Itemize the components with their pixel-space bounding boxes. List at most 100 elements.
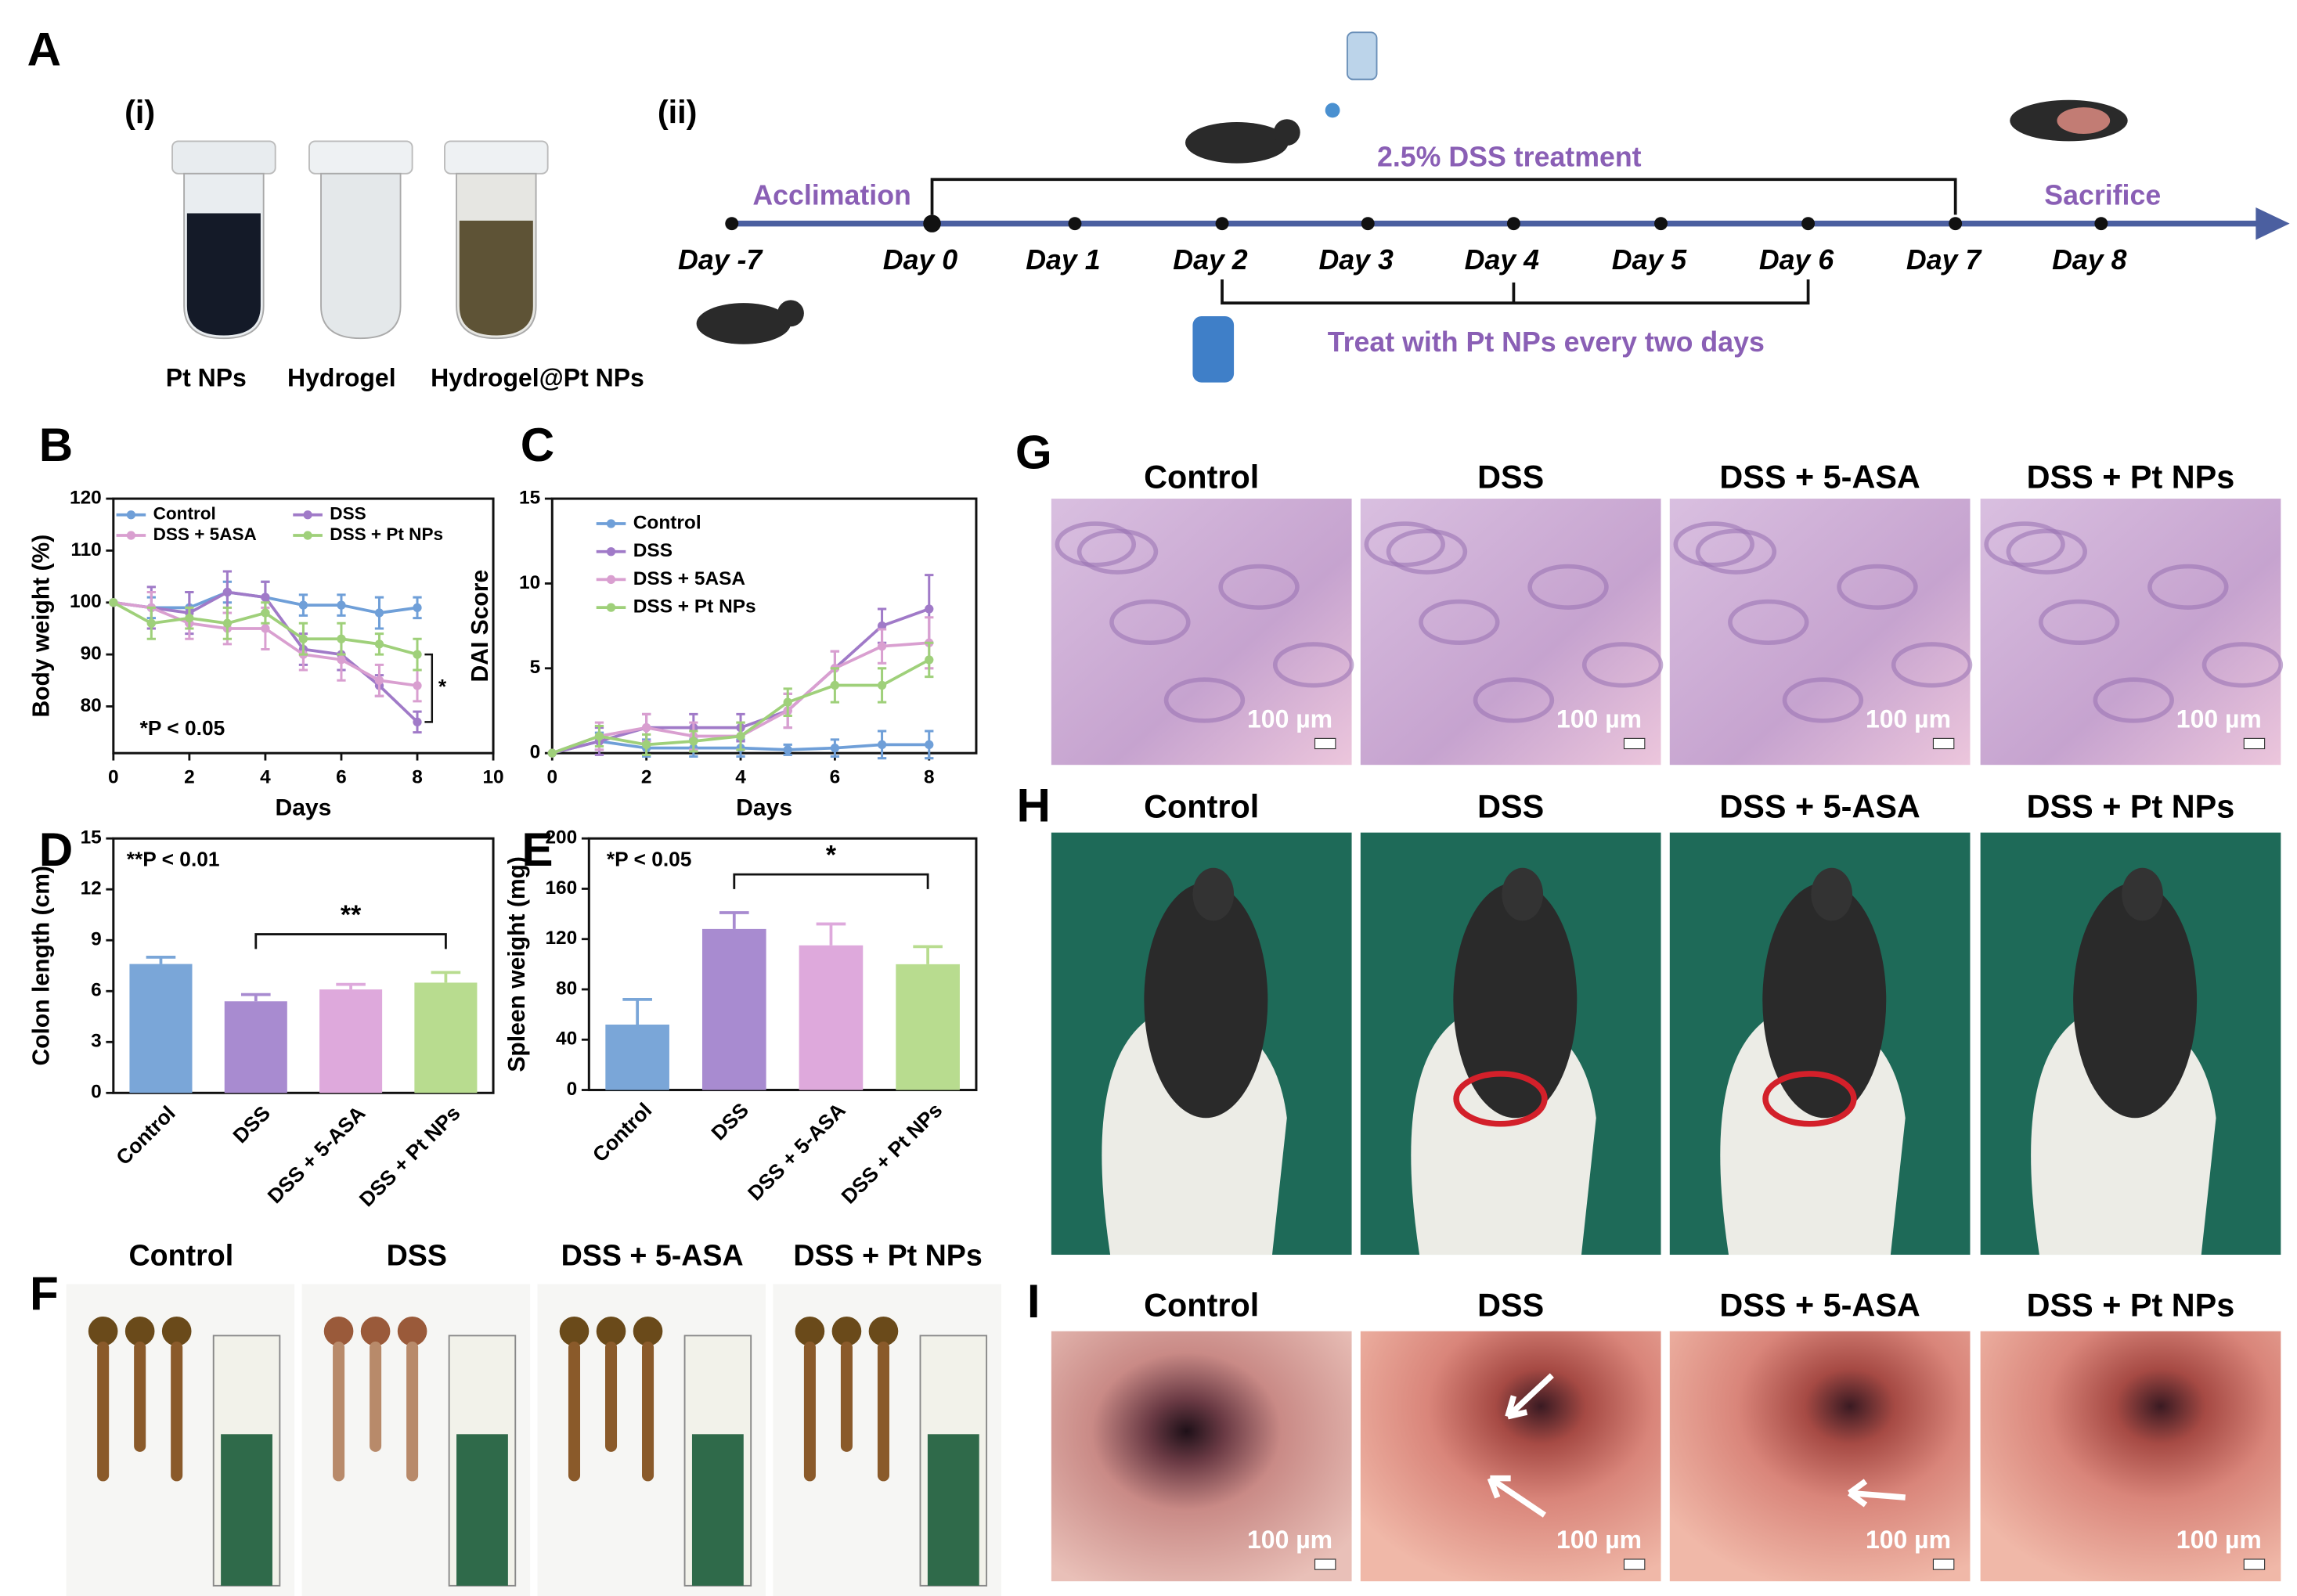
sample-label: Pt NPs [166, 363, 247, 391]
point [547, 748, 557, 758]
ruler-band [691, 1434, 744, 1586]
scale-bar [1623, 737, 1646, 750]
group-label: DSS + Pt NPs [2027, 1288, 2235, 1324]
x-tick-label: 0 [108, 767, 119, 788]
scale-label: 100 µm [1866, 1526, 1951, 1554]
day-label: Day 6 [1759, 244, 1834, 276]
day-label: Day -7 [678, 244, 763, 276]
y-axis-label: Colon length (cm) [28, 866, 54, 1066]
colon-cecum [633, 1316, 663, 1346]
timeline-dot [1949, 217, 1963, 231]
x-tick-label: DSS + 5-ASA [743, 1098, 850, 1205]
mouse [1144, 882, 1268, 1119]
point [783, 745, 792, 755]
crypt [1055, 521, 1137, 567]
point [298, 600, 308, 610]
legend-marker [606, 519, 616, 528]
legend-marker [126, 510, 136, 520]
dss-bracket [930, 178, 1957, 215]
y-tick-label: 12 [81, 878, 102, 899]
panel-label: G [1015, 426, 1052, 478]
legend-label: Control [633, 512, 701, 533]
x-tick-label: Control [111, 1101, 179, 1169]
y-tick-label: 80 [556, 978, 577, 999]
y-tick-label: 110 [70, 539, 101, 560]
colon-cecum [161, 1316, 192, 1346]
point [337, 600, 346, 610]
scale-label: 100 µm [1866, 704, 1951, 733]
point [222, 587, 233, 597]
y-axis-label: Body weight (%) [28, 535, 54, 718]
crypt [1527, 564, 1609, 610]
group-label: DSS + Pt NPs [2027, 459, 2235, 495]
scale-label: 100 µm [1247, 704, 1332, 733]
day-label: Day 5 [1612, 244, 1687, 276]
error-bar [431, 971, 461, 983]
point [109, 598, 118, 607]
crypt [1163, 677, 1246, 723]
point [413, 717, 422, 727]
day-label: Day 7 [1906, 244, 1982, 276]
legend-label: DSS [633, 540, 673, 561]
timeline-dot [1068, 217, 1082, 231]
bar [224, 1001, 287, 1093]
point [925, 604, 934, 614]
crypt [1581, 642, 1664, 688]
pt-bracket [1221, 279, 1810, 305]
colon [642, 1341, 654, 1482]
y-tick-label: 100 [70, 591, 102, 612]
y-tick-label: 0 [567, 1079, 578, 1100]
timeline-arrow [2256, 207, 2290, 240]
arrow [1487, 1475, 1547, 1518]
scale-bar [1314, 737, 1336, 750]
plot-frame [112, 497, 495, 755]
group-label: DSS + 5-ASA [1719, 789, 1920, 825]
y-tick-label: 5 [530, 657, 541, 678]
timeline-dot [725, 217, 739, 231]
x-tick-label: DSS + 5-ASA [263, 1101, 370, 1208]
mouse [1453, 882, 1578, 1119]
mouse-head [2122, 867, 2163, 921]
legend-label: DSS [330, 504, 366, 524]
y-tick-label: 120 [70, 488, 102, 509]
group-label: DSS [1477, 1288, 1544, 1324]
scale-bar [1314, 1558, 1336, 1570]
crypt [1984, 521, 2065, 567]
crypt [1837, 564, 1918, 610]
error-bar [146, 956, 176, 964]
colon-cecum [596, 1316, 626, 1346]
sample-label: Hydrogel [287, 363, 396, 391]
panel-label: F [30, 1267, 59, 1320]
x-tick-label: 4 [260, 767, 271, 788]
x-tick-label: 8 [412, 767, 423, 788]
point [298, 634, 308, 643]
error-bar [622, 997, 652, 1025]
x-tick-label: 8 [924, 767, 935, 788]
point [689, 737, 698, 746]
colon [568, 1341, 581, 1482]
y-tick-label: 200 [545, 827, 577, 848]
legend-marker [303, 510, 312, 520]
scale-label: 100 µm [2176, 704, 2262, 733]
colon [171, 1341, 183, 1482]
point [877, 740, 887, 749]
crypt [2147, 564, 2229, 610]
phase-label: Treat with Pt NPs every two days [1328, 326, 1765, 358]
crypt [1076, 528, 1159, 575]
crypt [2093, 677, 2174, 723]
panel-label: D [39, 823, 73, 876]
crypt [1272, 642, 1354, 688]
day-label: Day 2 [1173, 244, 1247, 276]
annotation: *P < 0.05 [607, 847, 692, 870]
annotation: *P < 0.05 [140, 716, 225, 740]
mouse-head [1502, 867, 1544, 921]
point [877, 680, 887, 690]
error-bar [336, 982, 366, 990]
x-tick-label: 6 [830, 767, 841, 788]
point [925, 740, 934, 749]
scale-label: 100 µm [1556, 704, 1642, 733]
day-label: Day 4 [1465, 244, 1539, 276]
bar [414, 982, 478, 1093]
timeline-dot [923, 214, 941, 232]
